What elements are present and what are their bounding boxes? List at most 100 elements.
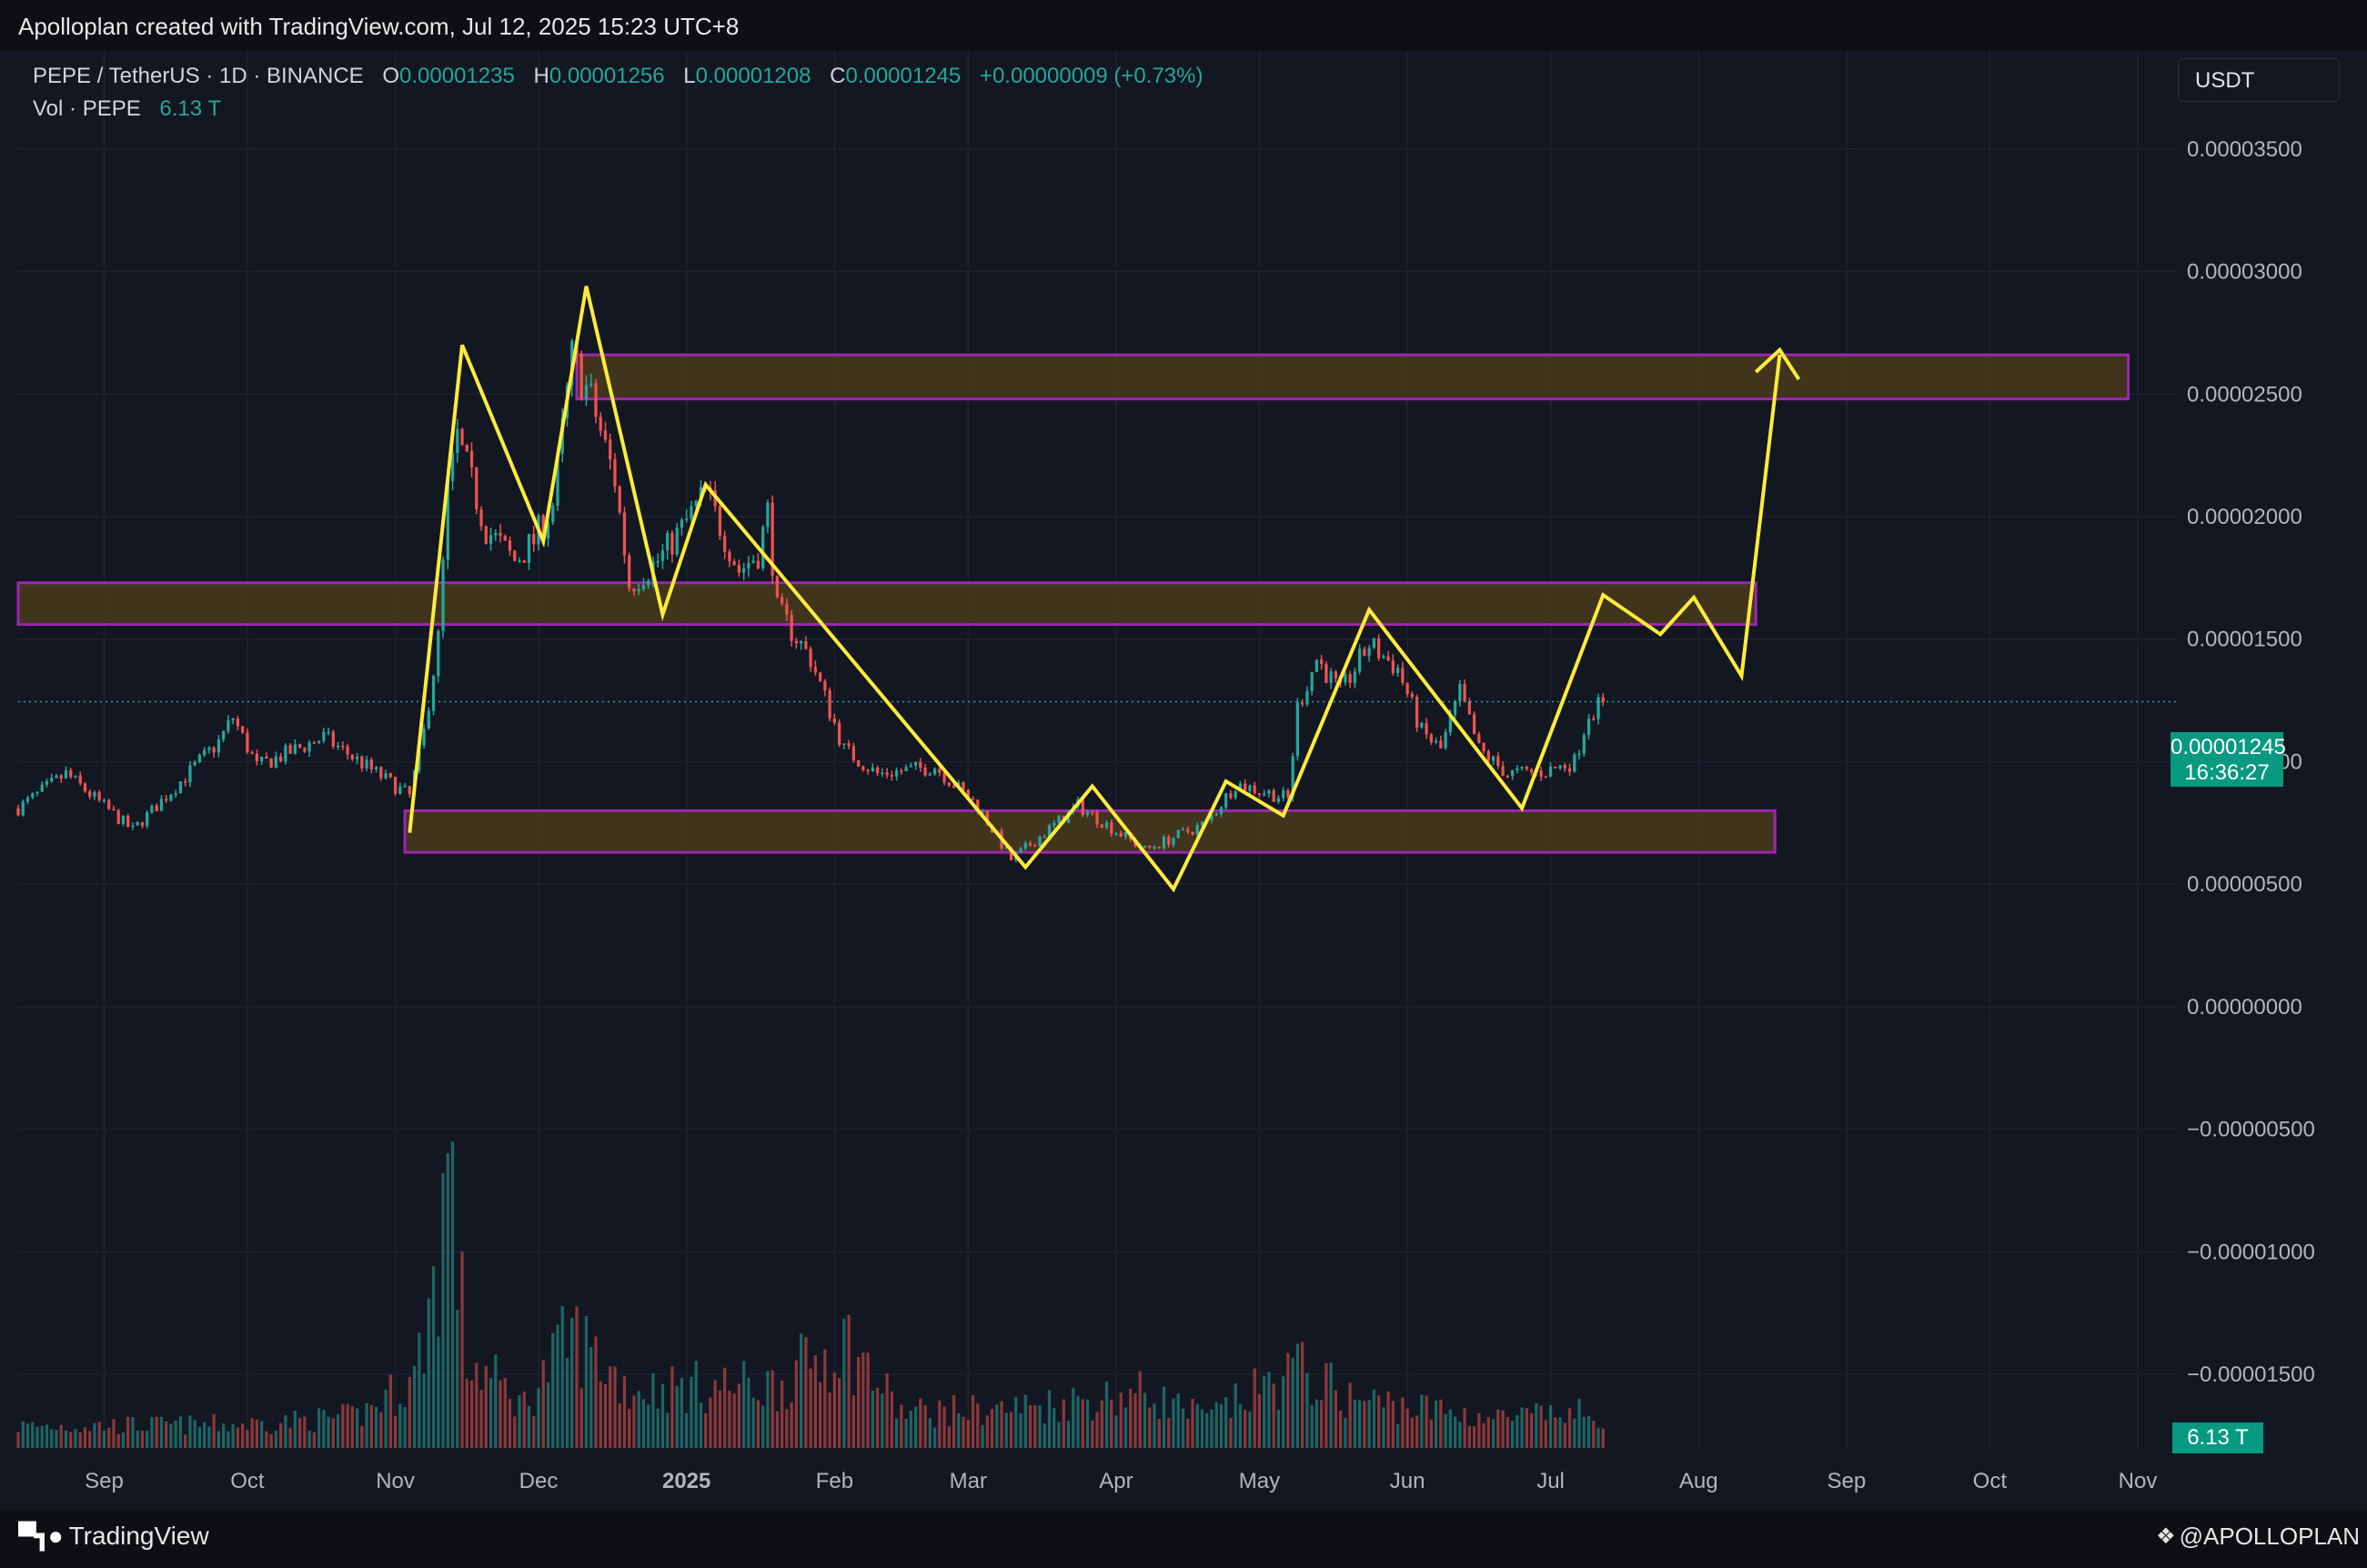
candle-body: [1486, 750, 1490, 761]
volume-bar: [146, 1430, 149, 1448]
volume-bar: [785, 1409, 789, 1448]
volume-bar: [522, 1392, 526, 1448]
volume-bar: [1506, 1416, 1509, 1448]
x-tick-label: Sep: [85, 1469, 124, 1493]
volume-bar: [365, 1402, 368, 1448]
volume-bar: [1382, 1407, 1385, 1448]
change-value: +0.00000009 (+0.73%): [979, 64, 1204, 88]
volume-bar: [83, 1427, 87, 1448]
volume-bar: [660, 1383, 665, 1448]
volume-bar: [1009, 1412, 1013, 1448]
volume-bar: [1205, 1412, 1209, 1448]
zone-rectangle[interactable]: [575, 353, 2130, 401]
tradingview-brand[interactable]: ▀┓● TradingView: [18, 1521, 209, 1551]
projection-arrowhead: [1754, 347, 1801, 381]
volume-bar: [1272, 1383, 1275, 1448]
symbol-label[interactable]: PEPE / TetherUS · 1D · BINANCE: [33, 64, 364, 88]
volume-bar: [422, 1373, 426, 1448]
volume-bar: [1138, 1371, 1142, 1448]
volume-bar: [957, 1412, 961, 1448]
candle-body: [1305, 690, 1309, 705]
volume-bar: [1176, 1393, 1180, 1448]
candle-body: [1592, 719, 1596, 720]
volume-bar: [800, 1333, 803, 1448]
candle-body: [1229, 793, 1233, 799]
currency-button[interactable]: USDT: [2178, 58, 2340, 102]
volume-bar: [670, 1366, 674, 1448]
volume-bar: [1286, 1352, 1290, 1448]
candle-body: [618, 487, 621, 513]
candle-body: [1153, 847, 1156, 849]
candle-body: [116, 809, 120, 824]
candle-body: [1263, 793, 1266, 796]
candle-body: [1382, 656, 1385, 658]
volume-bar: [837, 1378, 841, 1448]
candle-body: [207, 748, 211, 750]
volume-bar: [761, 1405, 765, 1448]
volume-bar: [1019, 1412, 1022, 1448]
candle-body: [269, 759, 273, 768]
candle-body: [781, 597, 784, 604]
volume-bar: [159, 1416, 164, 1448]
projection-path[interactable]: [408, 286, 1782, 893]
candle-body: [322, 731, 326, 741]
x-tick-label: Jun: [1390, 1469, 1425, 1493]
candle-body: [1586, 719, 1591, 736]
candle-body: [622, 512, 627, 556]
x-tick-label: Oct: [1973, 1469, 2008, 1493]
candle-body: [541, 515, 545, 539]
volume-bar: [847, 1314, 851, 1448]
candle-body: [1104, 822, 1109, 829]
volume-bar: [1244, 1410, 1247, 1448]
candle-body: [250, 752, 254, 755]
volume-label[interactable]: Vol · PEPE: [33, 96, 141, 121]
volume-bar: [971, 1394, 975, 1448]
candle-body: [297, 744, 302, 748]
candle-body: [513, 550, 517, 561]
x-tick-label: Feb: [816, 1469, 853, 1493]
candle-body: [1554, 766, 1557, 769]
volume-bar: [1544, 1420, 1547, 1448]
volume-bar: [923, 1405, 927, 1448]
zone-rectangle[interactable]: [16, 581, 1758, 627]
price-chart[interactable]: 0.00003500 0.00003000 0.00002500 0.00002000…: [0, 51, 2367, 1510]
volume-bar: [737, 1383, 741, 1448]
volume-bar: [297, 1418, 302, 1448]
volume-bar: [1558, 1417, 1562, 1448]
volume-bar: [1415, 1415, 1419, 1448]
time-axis[interactable]: Sep Oct Nov Dec 2025 Feb Mar Apr May Jun Jul Aug Sep…: [85, 1469, 2157, 1493]
volume-bar: [1295, 1343, 1300, 1448]
volume-bar: [1567, 1408, 1572, 1448]
volume-bar: [699, 1402, 703, 1448]
candle-body: [1353, 671, 1357, 683]
candle-body: [178, 781, 183, 794]
candle-body: [1544, 776, 1547, 779]
volume-bar: [794, 1360, 799, 1448]
volume-bar: [900, 1404, 903, 1448]
credit-text: Apolloplan created with TradingView.com,…: [18, 13, 740, 40]
price-axis[interactable]: 0.00003500 0.00003000 0.00002500 0.00002000…: [2187, 137, 2315, 1387]
candle-body: [288, 745, 292, 754]
candle-body: [546, 522, 550, 539]
candle-body: [885, 772, 889, 776]
volume-bar: [25, 1423, 30, 1448]
candle-body: [74, 775, 77, 778]
volume-bar: [126, 1416, 130, 1448]
candle-body: [847, 743, 851, 747]
candle-body: [1582, 735, 1586, 754]
volume-bar: [775, 1411, 780, 1448]
volume-bar: [227, 1431, 230, 1448]
volume-bar: [1401, 1397, 1405, 1448]
volume-bar: [1210, 1409, 1214, 1448]
volume-bar: [59, 1424, 63, 1448]
volume-bar: [718, 1390, 722, 1448]
volume-bar: [1434, 1400, 1438, 1448]
volume-bar: [690, 1376, 693, 1448]
x-tick-label: Aug: [1679, 1469, 1718, 1493]
zone-rectangle[interactable]: [403, 809, 1777, 854]
volume-bar: [709, 1397, 712, 1448]
candle-body: [1577, 753, 1581, 756]
candle-body: [828, 689, 831, 719]
candle-body: [460, 428, 464, 446]
volume-bar: [250, 1418, 254, 1448]
